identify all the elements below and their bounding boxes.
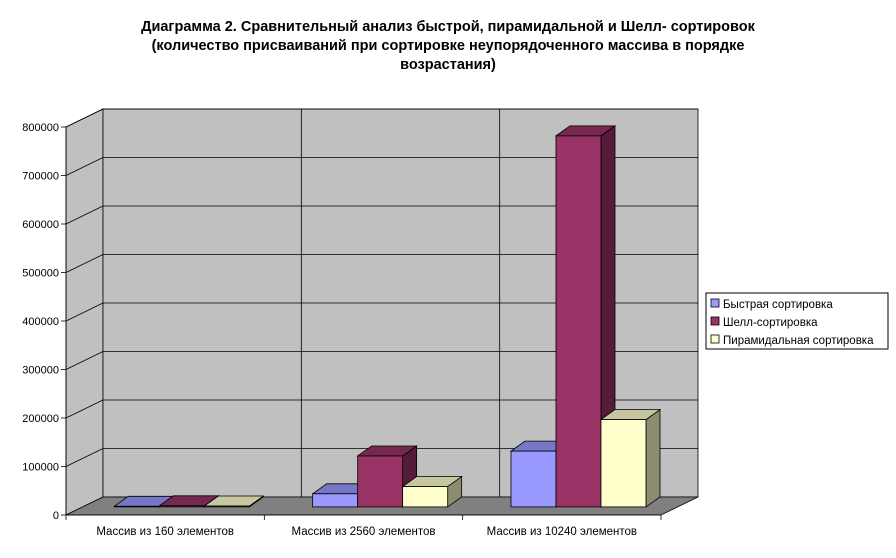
chart-legend: Быстрая сортировка Шелл-сортировка Пирамид…: [705, 292, 889, 350]
gridline-side: [65, 302, 104, 322]
y-tick-label: 100000: [22, 462, 59, 474]
x-tick-label: Массив из 2560 элементов: [291, 526, 435, 538]
bar: [402, 486, 449, 508]
gridline-side: [65, 399, 104, 419]
chart-title: Диаграмма 2. Сравнительный анализ быстро…: [0, 18, 896, 75]
chart-bars: [113, 125, 662, 508]
bar: [510, 450, 557, 508]
y-tick-label: 300000: [22, 365, 59, 377]
gridline-side: [65, 108, 104, 128]
y-tick-label: 0: [53, 510, 59, 522]
bar-side: [645, 408, 661, 508]
legend-label: Быстрая сортировка: [723, 299, 833, 311]
x-tick-label: Массив из 160 элементов: [96, 526, 234, 538]
legend-label: Шелл-сортировка: [723, 317, 818, 329]
y-tick-label: 200000: [22, 413, 59, 425]
legend-label: Пирамидальная сортировка: [723, 335, 874, 347]
bar: [600, 419, 647, 508]
bar: [158, 505, 205, 508]
gridline-side: [65, 448, 104, 467]
gridline-side: [65, 205, 104, 225]
bar: [555, 135, 602, 508]
y-tick-label: 800000: [22, 122, 59, 134]
y-tick-label: 700000: [22, 171, 59, 183]
bar: [203, 505, 250, 508]
chart-title-line-1: Диаграмма 2. Сравнительный анализ быстро…: [141, 19, 755, 35]
y-tick-label: 600000: [22, 219, 59, 231]
bar: [312, 493, 359, 508]
y-tick-label: 500000: [22, 268, 59, 280]
gridline-side: [65, 254, 104, 273]
chart-axes: 0 100000 200000 300000 400000 500000 600000 700…: [22, 122, 662, 538]
gridline-side: [65, 351, 104, 370]
bar: [357, 455, 404, 508]
bar: [113, 505, 160, 508]
chart-title-line-2: (количество присваиваний при сортировке …: [151, 38, 745, 54]
legend-swatch: [710, 316, 720, 326]
legend-box: [705, 292, 889, 350]
gridline-side: [65, 157, 104, 176]
legend-swatch: [710, 334, 720, 344]
legend-swatch: [710, 298, 720, 308]
x-tick-label: Массив из 10240 элементов: [487, 526, 637, 538]
chart-title-line-3: возрастания): [400, 57, 496, 73]
y-tick-label: 400000: [22, 316, 59, 328]
